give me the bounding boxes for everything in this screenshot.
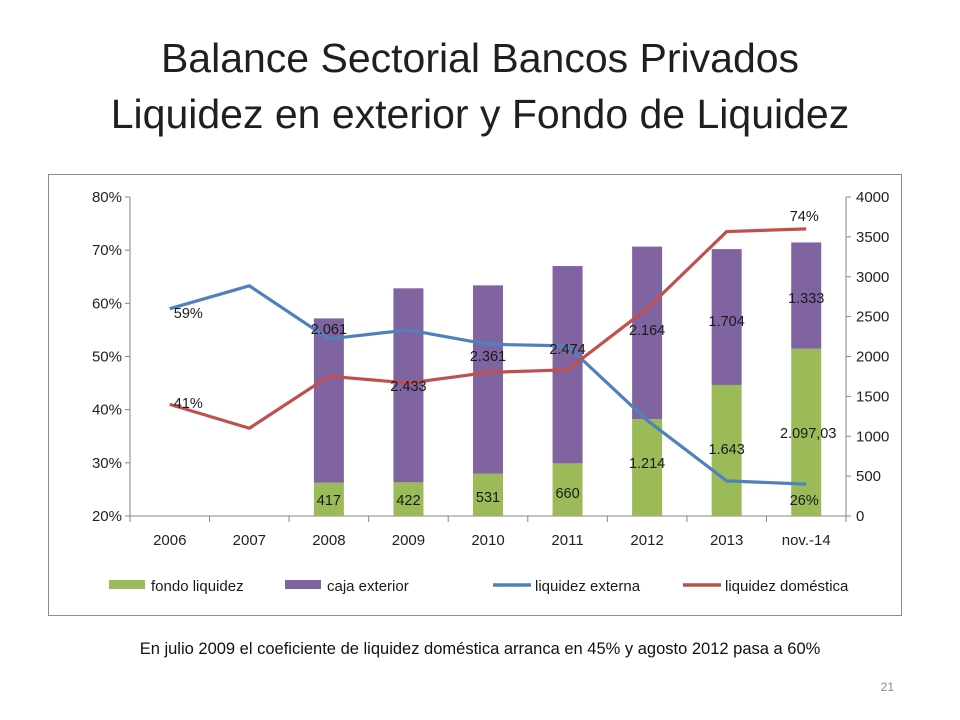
data-label-fondo-liquidez: 1.214 (629, 456, 665, 472)
bar-fondo-liquidez (393, 482, 424, 516)
data-label-fondo-liquidez: 417 (317, 493, 341, 509)
right-axis-tick-label: 3500 (856, 229, 889, 246)
bar-fondo-liquidez (711, 384, 742, 516)
data-label-fondo-liquidez: 422 (396, 493, 420, 509)
bar-fondo-liquidez (552, 463, 583, 516)
slide-title: Balance Sectorial Bancos Privados Liquid… (0, 30, 960, 142)
data-label-fondo-liquidez: 2.097,03 (780, 426, 836, 442)
data-label-fondo-liquidez: 660 (555, 486, 579, 502)
bar-caja-exterior (473, 285, 503, 474)
x-axis-tick-label: nov.-14 (782, 532, 831, 549)
x-axis-tick-label: 2008 (312, 532, 345, 549)
bar-caja-exterior (313, 318, 344, 483)
data-label-caja-exterior: 2.061 (311, 322, 347, 338)
bar-caja-exterior (552, 266, 583, 464)
chart-frame: 20% 30% 40% 50% 60% 70% 80% 0 500 1000 1500 2000 250… (48, 174, 902, 616)
data-label-caja-exterior: 2.474 (549, 342, 585, 358)
data-label-caja-exterior: 2.164 (629, 323, 665, 339)
x-axis-tick-label: 2009 (392, 532, 425, 549)
data-label-caja-exterior: 1.333 (788, 291, 824, 307)
left-axis-tick-label: 30% (92, 455, 122, 472)
bar-fondo-liquidez (473, 473, 503, 516)
right-axis-tick-label: 500 (856, 468, 881, 485)
bar-caja-exterior (393, 288, 424, 483)
left-axis-tick-label: 50% (92, 349, 122, 366)
x-axis-tick-label: 2010 (471, 532, 504, 549)
bar-fondo-liquidez (632, 419, 663, 516)
right-axis-tick-label: 3000 (856, 269, 889, 286)
left-axis-tick-label: 60% (92, 295, 122, 312)
left-axis-tick-label: 40% (92, 402, 122, 419)
bar-fondo-liquidez (313, 482, 344, 516)
line-liquidez-domestica (169, 227, 807, 430)
right-axis-tick-label: 2500 (856, 309, 889, 326)
right-axis-tick-label: 4000 (856, 189, 889, 206)
right-axis-tick-label: 0 (856, 508, 864, 525)
title-line-2: Liquidez en exterior y Fondo de Liquidez (110, 91, 850, 137)
right-axis-tick-label: 1500 (856, 388, 889, 405)
x-axis-tick-label: 2007 (233, 532, 266, 549)
liquidity-chart: 20% 30% 40% 50% 60% 70% 80% 0 500 1000 1500 2000 250… (92, 189, 889, 595)
legend-fondo-liquidez-label: fondo liquidez (151, 578, 244, 595)
title-line-1: Balance Sectorial Bancos Privados (160, 35, 800, 81)
left-axis-tick-label: 80% (92, 189, 122, 206)
data-label-caja-exterior: 1.704 (709, 314, 745, 330)
bar-caja-exterior (791, 242, 822, 349)
footnote: En julio 2009 el coeficiente de liquidez… (139, 640, 821, 658)
right-axis-tick-label: 2000 (856, 349, 889, 366)
legend-caja-exterior-label: caja exterior (327, 578, 409, 595)
right-axis-tick-label: 1000 (856, 428, 889, 445)
legend-fondo-liquidez-swatch (109, 580, 145, 589)
data-label-liquidez-domestica: 74% (790, 209, 819, 225)
data-label-liquidez-domestica: 41% (174, 396, 203, 412)
left-axis-tick-label: 70% (92, 242, 122, 259)
x-axis-tick-label: 2006 (153, 532, 186, 549)
data-label-caja-exterior: 2.361 (470, 349, 506, 365)
data-label-liquidez-externa: 59% (174, 306, 203, 322)
data-label-fondo-liquidez: 531 (476, 490, 500, 506)
legend-caja-exterior-swatch (285, 580, 321, 589)
bar-caja-exterior (711, 249, 742, 385)
data-label-liquidez-externa: 26% (790, 493, 819, 509)
data-label-caja-exterior: 2.433 (390, 379, 426, 395)
x-axis-tick-label: 2013 (710, 532, 743, 549)
data-label-fondo-liquidez: 1.643 (709, 442, 745, 458)
legend-liquidez-domestica-label: liquidez doméstica (725, 578, 849, 595)
x-axis-tick-label: 2011 (551, 532, 583, 549)
bar-fondo-liquidez (791, 348, 822, 516)
page-number: 21 (880, 680, 894, 694)
line-liquidez-externa (169, 284, 807, 486)
left-axis-tick-label: 20% (92, 508, 122, 525)
x-axis-tick-label: 2012 (630, 532, 663, 549)
legend-liquidez-externa-label: liquidez externa (535, 578, 641, 595)
bar-caja-exterior (632, 246, 663, 420)
